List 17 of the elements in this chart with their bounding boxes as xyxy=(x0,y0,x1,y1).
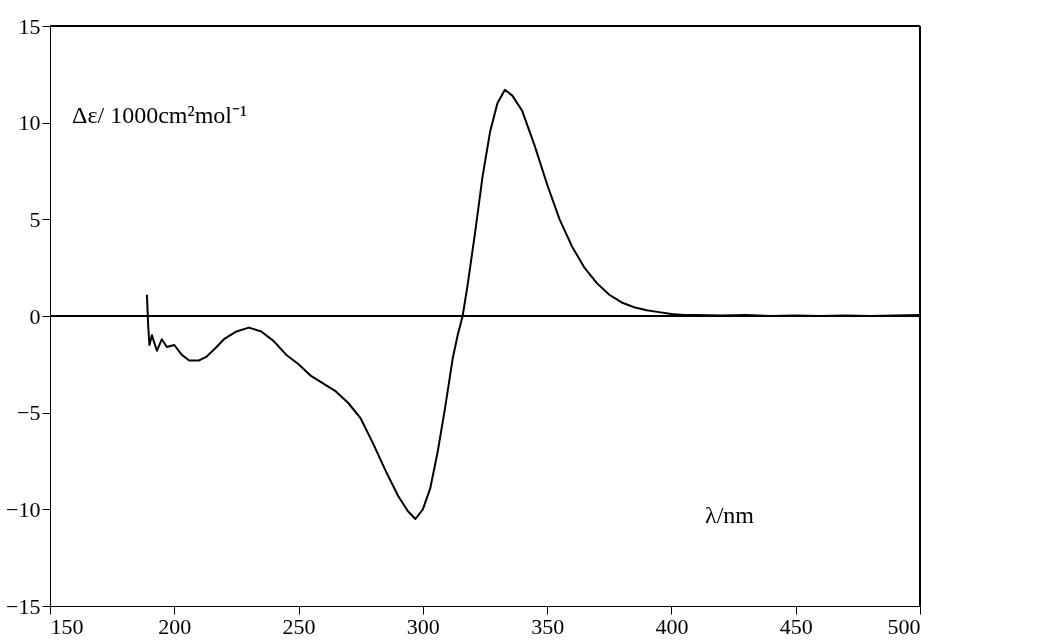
x-tick-label: 450 xyxy=(779,613,813,639)
x-tick-label: 150 xyxy=(50,613,84,639)
x-tick-label: 500 xyxy=(887,613,921,639)
x-axis-title: λ/nm xyxy=(705,502,755,528)
y-tick-label: −15 xyxy=(6,593,41,619)
y-tick-label: 15 xyxy=(18,13,41,39)
y-axis-title: Δε/ 1000cm²mol⁻¹ xyxy=(72,102,248,128)
y-tick-label: 0 xyxy=(29,303,41,329)
x-tick-label: 300 xyxy=(406,613,440,639)
y-tick-label: 10 xyxy=(18,110,41,136)
x-tick-label: 350 xyxy=(531,613,565,639)
y-tick-label: −10 xyxy=(6,496,41,522)
y-tick-label: 5 xyxy=(29,206,41,232)
x-tick-label: 250 xyxy=(282,613,316,639)
x-tick-label: 200 xyxy=(158,613,192,639)
x-tick-label: 400 xyxy=(655,613,689,639)
y-tick-label: −5 xyxy=(17,400,41,426)
